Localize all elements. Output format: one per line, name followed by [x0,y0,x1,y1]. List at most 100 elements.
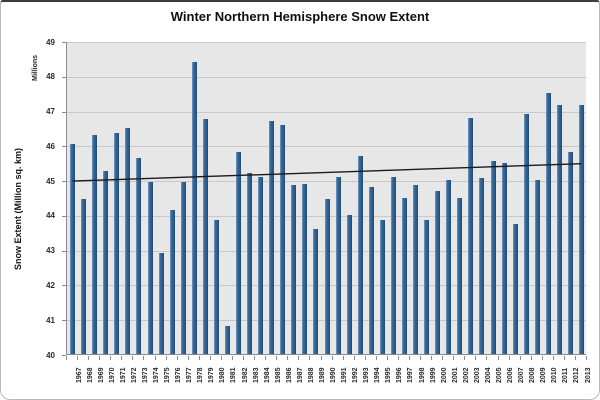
x-tick-label: 2009 [540,367,548,383]
x-tick-mark [287,356,289,360]
y-tick-label: 41 [46,315,55,325]
bar-1984 [258,176,264,354]
bar-1992 [346,214,352,354]
x-tick-label: 1999 [429,367,437,383]
x-tick-mark [88,356,90,360]
x-tick-mark [265,356,267,360]
x-tick-label: 1993 [363,367,371,383]
y-tick-label: 40 [46,350,55,360]
x-tick-mark [209,356,211,360]
x-tick-mark [198,356,200,360]
x-tick-label: 2012 [573,367,581,383]
bar-1970 [103,171,109,354]
x-tick-label: 1983 [252,367,260,383]
bar-2006 [501,162,507,354]
bar-2010 [545,93,551,354]
x-tick-label: 2013 [584,367,592,383]
bar-1976 [169,209,175,354]
x-tick-label: 1969 [97,367,105,383]
bar-1969 [92,134,98,354]
x-tick-mark [375,356,377,360]
bar-2004 [479,178,485,354]
x-tick-mark [143,356,145,360]
y-tick-mark [62,250,66,252]
x-tick-mark [586,356,587,360]
x-tick-label: 1974 [153,367,160,383]
x-tick-label: 1988 [307,367,315,383]
bar-1975 [158,253,164,354]
x-tick-mark [508,356,510,360]
x-tick-mark [66,356,67,360]
x-tick-mark [165,356,167,360]
y-tick-label: 42 [46,280,55,290]
x-tick-label: 2008 [529,367,537,383]
x-tick-label: 2000 [440,367,448,383]
gridline [67,42,586,43]
bar-2008 [523,114,529,354]
gridline [67,146,586,148]
x-tick-label: 1973 [141,367,149,383]
bar-1973 [136,157,142,354]
x-tick-mark [110,356,112,360]
x-tick-label: 1986 [285,367,293,383]
bar-1989 [313,228,319,354]
x-tick-label: 2005 [496,367,503,383]
x-tick-mark [497,356,499,360]
y-tick-mark [62,42,66,43]
x-tick-label: 1992 [352,367,360,383]
y-tick-mark [62,320,66,322]
bar-1983 [247,173,253,354]
bar-1977 [180,181,186,354]
x-tick-label: 1987 [296,367,304,383]
x-tick-mark [298,356,300,360]
x-tick-label: 1991 [341,367,349,383]
x-tick-label: 1976 [175,367,183,383]
x-tick-label: 1972 [130,367,138,383]
x-tick-label: 1995 [385,367,393,383]
bar-1995 [379,220,385,354]
x-tick-mark [475,356,477,360]
bar-1994 [368,187,374,354]
bar-2013 [579,105,584,354]
x-tick-mark [154,356,156,360]
x-tick-mark [187,356,189,360]
bar-1979 [202,119,208,354]
y-tick-mark [62,146,66,148]
x-tick-mark [353,356,355,360]
bar-1985 [269,121,275,354]
x-tick-mark [464,356,466,360]
gridline [67,181,586,183]
bar-1974 [147,181,153,354]
x-tick-mark [320,356,322,360]
x-tick-mark [453,356,455,360]
y-tick-label: 43 [46,246,55,256]
x-tick-label: 2003 [473,367,481,383]
x-tick-label: 1968 [86,367,94,383]
x-tick-mark [530,356,532,360]
x-tick-mark [121,356,123,360]
x-tick-label: 1981 [230,367,238,383]
x-tick-label: 1978 [197,367,205,383]
x-tick-mark [386,356,388,360]
bar-1978 [191,61,197,354]
y-tick-mark [62,215,66,217]
x-tick-mark [176,356,178,360]
bar-2012 [567,152,573,354]
x-tick-mark [243,356,244,360]
x-tick-label: 1998 [418,367,426,383]
y-tick-label: 48 [46,72,55,82]
x-tick-label: 2001 [451,367,459,383]
x-tick-label: 1977 [186,367,194,383]
x-tick-label: 2010 [551,367,559,383]
y-tick-label: 44 [46,211,55,221]
x-tick-mark [442,356,444,360]
bar-1967 [70,143,75,354]
x-tick-label: 1975 [164,367,171,383]
x-tick-label: 2006 [507,367,514,383]
x-tick-label: 1979 [208,367,216,383]
y-tick-mark [62,76,66,78]
bar-1999 [424,220,430,354]
bar-1987 [291,185,297,354]
x-tick-mark [486,356,488,360]
